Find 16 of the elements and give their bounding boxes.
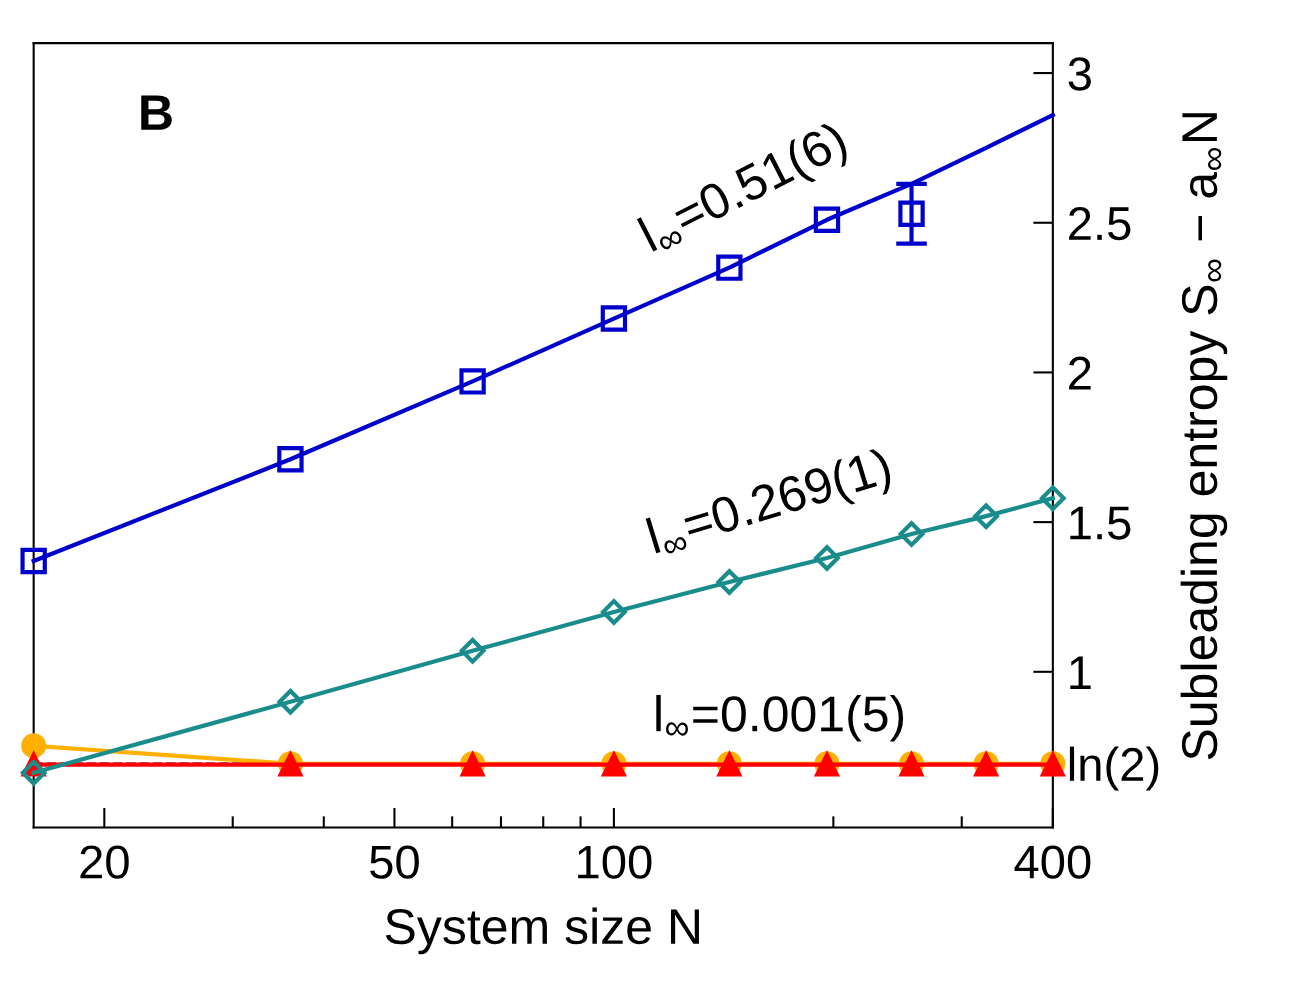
x-axis-title: System size N [385,907,699,955]
annotation: B [141,95,172,130]
annotation: l$_{∞}$=0.51(6) [636,119,854,261]
annotation: l$_{∞}$=0.001(5) [656,694,904,742]
x-tick-label: 50 [370,845,419,879]
annotation: l$_{∞}$=0.269(1) [645,446,896,564]
y-tick-label: ln(2) [1069,746,1159,791]
y-tick-label: 2.5 [1069,206,1131,241]
y-axis-title: Subleading entropy S$_{∞}$ − a$_{∞}$N [1180,113,1228,760]
y-tick-label: 3 [1068,57,1091,91]
x-tick-label: 20 [80,845,129,879]
y-tick-label: 1.5 [1070,506,1131,540]
y-tick-label: 1 [1070,656,1091,689]
x-tick-label: 400 [1014,845,1091,879]
y-tick-label: 2 [1069,356,1091,390]
x-tick-label: 100 [578,845,652,879]
